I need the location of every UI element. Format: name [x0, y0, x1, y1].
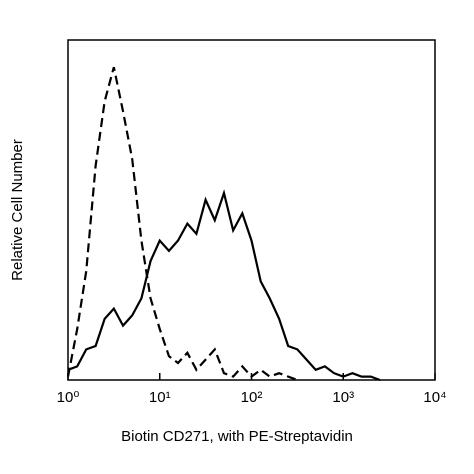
histogram-line	[67, 189, 381, 382]
y-axis-label: Relative Cell Number	[9, 139, 26, 281]
plot-frame	[67, 39, 436, 381]
x-tick-label: 10²	[241, 389, 263, 406]
x-tick-label: 10³	[332, 389, 354, 406]
x-tick-label: 10⁰	[57, 389, 80, 406]
x-tick-label: 10¹	[149, 389, 171, 406]
x-axis-label: Biotin CD271, with PE-Streptavidin	[121, 428, 353, 445]
x-tick-label: 10⁴	[423, 389, 446, 406]
histogram-line	[66, 66, 298, 382]
